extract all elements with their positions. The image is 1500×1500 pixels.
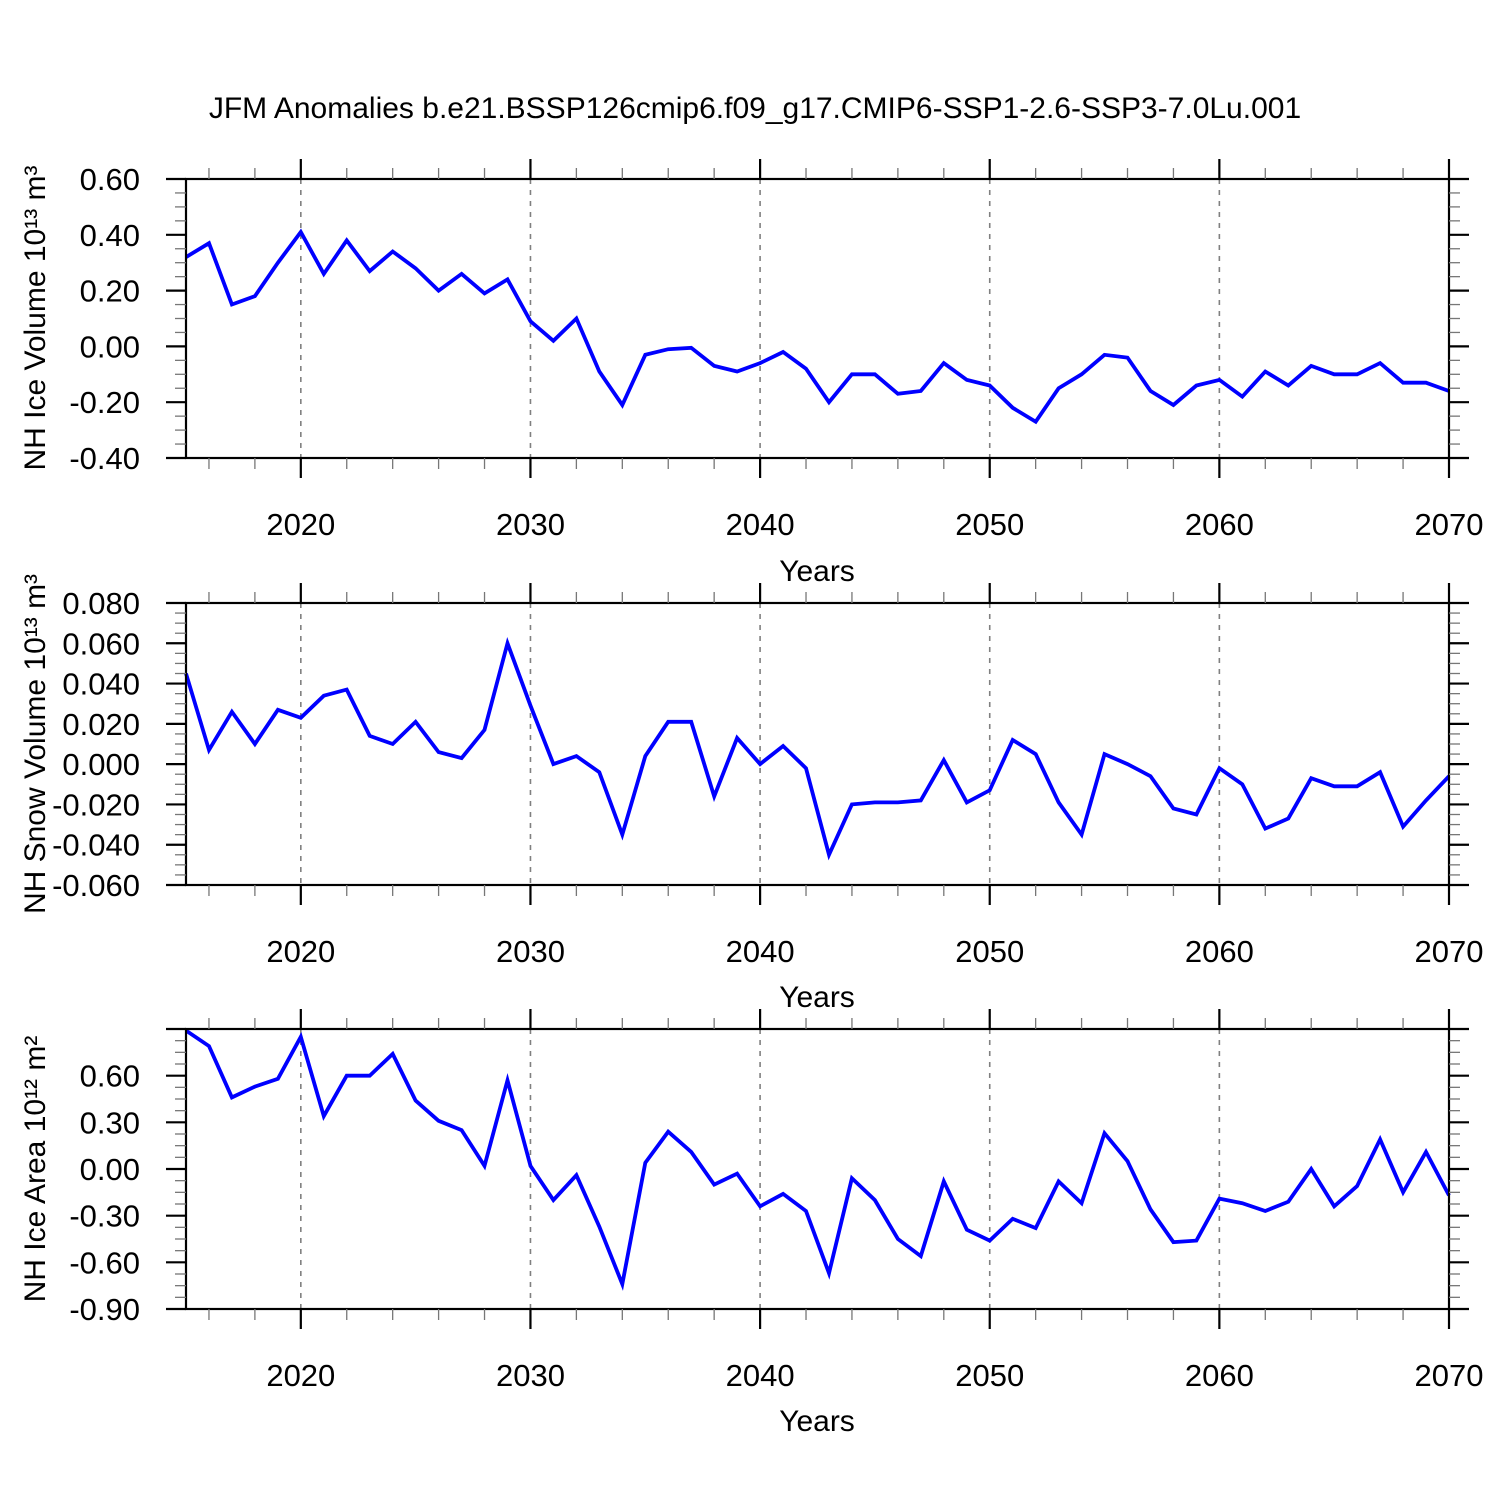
svg-text:0.60: 0.60	[80, 1059, 140, 1094]
svg-text:2030: 2030	[496, 934, 565, 969]
panel-1-line	[185, 228, 1450, 425]
panel-2-plot: 2020 2030 2040 2050 2060 2070 0.080 0.060 0.040 0…	[52, 583, 1483, 969]
svg-text:2050: 2050	[955, 507, 1024, 542]
svg-text:-0.20: -0.20	[69, 385, 140, 420]
svg-text:2020: 2020	[266, 1358, 335, 1393]
svg-text:-0.90: -0.90	[69, 1292, 140, 1327]
svg-text:2020: 2020	[266, 934, 335, 969]
svg-text:2070: 2070	[1415, 934, 1484, 969]
panel1-x-axis-title: Years	[779, 555, 855, 588]
panel-2-line	[184, 637, 1451, 861]
panel-3-plot: 2020 2030 2040 2050 2060 2070 0.60 0.30 0.00 -0.3…	[69, 1009, 1483, 1393]
svg-text:0.040: 0.040	[62, 667, 140, 702]
svg-text:0.00: 0.00	[80, 329, 140, 364]
chart-title: JFM Anomalies b.e21.BSSP126cmip6.f09_g17…	[208, 92, 1302, 125]
svg-text:0.40: 0.40	[80, 218, 140, 253]
svg-text:0.080: 0.080	[62, 586, 140, 621]
panel2-x-axis-title: Years	[779, 981, 855, 1014]
svg-text:-0.60: -0.60	[69, 1245, 140, 1280]
svg-text:0.20: 0.20	[80, 274, 140, 309]
svg-text:-0.30: -0.30	[69, 1199, 140, 1234]
svg-text:2040: 2040	[726, 507, 795, 542]
svg-text:2020: 2020	[266, 507, 335, 542]
svg-text:2060: 2060	[1185, 507, 1254, 542]
svg-text:0.060: 0.060	[62, 626, 140, 661]
svg-text:0.30: 0.30	[80, 1105, 140, 1140]
svg-text:2050: 2050	[955, 1358, 1024, 1393]
svg-text:2070: 2070	[1415, 1358, 1484, 1393]
svg-text:2060: 2060	[1185, 1358, 1254, 1393]
svg-text:0.000: 0.000	[62, 747, 140, 782]
panel3-x-axis-title: Years	[779, 1405, 855, 1438]
svg-text:-0.40: -0.40	[69, 441, 140, 476]
svg-text:2070: 2070	[1415, 507, 1484, 542]
svg-text:2040: 2040	[726, 1358, 795, 1393]
svg-text:2060: 2060	[1185, 934, 1254, 969]
svg-text:2040: 2040	[726, 934, 795, 969]
svg-text:0.00: 0.00	[80, 1152, 140, 1187]
svg-text:0.60: 0.60	[80, 162, 140, 197]
panel-1-plot: 2020 2030 2040 2050 2060 2070 0.60 0.40 0.20 0.00…	[69, 159, 1483, 542]
panel-3-line	[184, 1029, 1451, 1291]
svg-text:2050: 2050	[955, 934, 1024, 969]
svg-text:0.020: 0.020	[62, 707, 140, 742]
svg-text:-0.060: -0.060	[52, 868, 140, 903]
svg-text:-0.020: -0.020	[52, 787, 140, 822]
svg-text:-0.040: -0.040	[52, 828, 140, 863]
svg-text:2030: 2030	[496, 1358, 565, 1393]
svg-text:2030: 2030	[496, 507, 565, 542]
